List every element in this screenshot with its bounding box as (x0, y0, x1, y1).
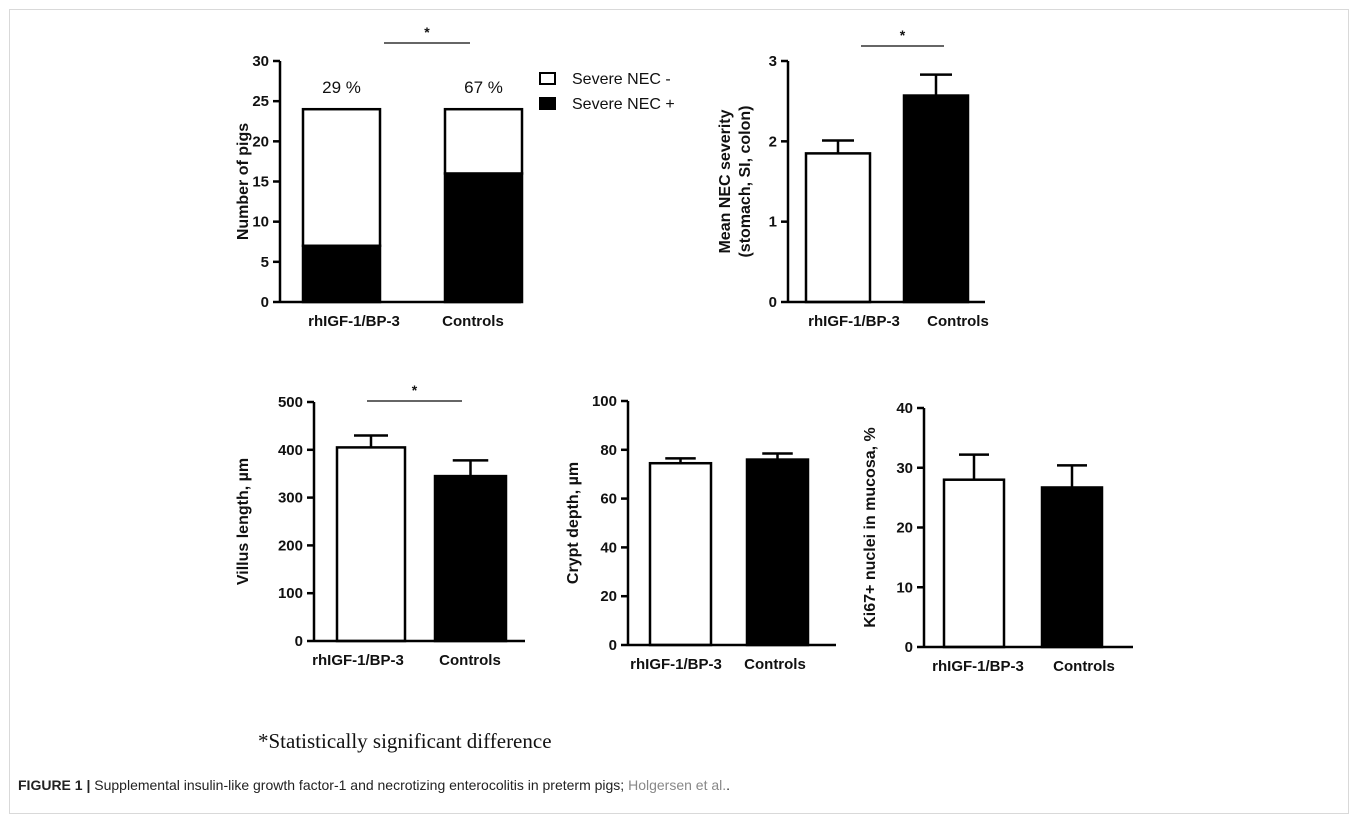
chart-crypt-y-tick-label-60: 60 (600, 491, 617, 508)
chart-pigs-y-tick-label-0: 0 (261, 294, 269, 311)
chart-villus-bar-2 (433, 474, 508, 643)
chart-pigs-legend-swatch-2 (539, 97, 556, 110)
chart-pigs-y-tick-label-5: 5 (261, 254, 269, 271)
chart-pigs-y-tick-label-30: 30 (252, 53, 269, 70)
chart-nec-severity-y-tick-label-3: 3 (769, 53, 777, 70)
chart-villus-y-tick-label-100: 100 (278, 585, 303, 602)
chart-villus-y-tick-label-400: 400 (278, 442, 303, 459)
chart-nec-severity-significance-star: * (900, 27, 906, 43)
chart-villus-y-axis-label: Villus length, µm (235, 458, 252, 585)
figure-caption-end: . (726, 777, 731, 793)
chart-crypt-y-tick-label-100: 100 (592, 393, 617, 410)
chart-ki67-bar-1 (942, 478, 1006, 649)
chart-nec-severity-y-axis-label-line-1: Mean NEC severity (717, 109, 734, 253)
chart-nec-severity-bar-1 (804, 152, 872, 304)
chart-pigs-bar-nec-pos-2 (443, 172, 524, 304)
chart-ki67-y-tick-label-0: 0 (905, 639, 913, 656)
chart-ki67-category-label-2: Controls (1053, 658, 1115, 675)
chart-nec-severity-y-tick-label-2: 2 (769, 133, 777, 150)
chart-ki67-y-axis-label: Ki67+ nuclei in mucosa, % (862, 427, 879, 628)
chart-villus-y-tick-label-0: 0 (295, 633, 303, 650)
footnote: *Statistically significant difference (258, 729, 552, 753)
chart-crypt-y-axis-label: Crypt depth, µm (565, 462, 582, 584)
chart-pigs-legend-label-2: Severe NEC + (572, 96, 675, 113)
chart-villus-category-label-1: rhIGF-1/BP-3 (312, 652, 404, 669)
chart-nec-severity-bar-2 (902, 94, 970, 304)
chart-pigs-y-tick-label-10: 10 (252, 214, 269, 231)
chart-pigs-y-tick-label-25: 25 (252, 93, 269, 110)
chart-ki67-category-label-1: rhIGF-1/BP-3 (932, 658, 1024, 675)
chart-villus-y-tick-label-500: 500 (278, 394, 303, 411)
chart-villus-bar-1 (335, 446, 407, 643)
figure-frame (9, 9, 1349, 814)
chart-crypt-y-tick-label-40: 40 (600, 539, 617, 556)
chart-pigs-percent-label-1: 29 % (322, 78, 361, 97)
chart-pigs-bar-nec-pos-1 (301, 244, 382, 304)
chart-pigs-significance-star: * (424, 24, 430, 40)
chart-crypt-category-label-1: rhIGF-1/BP-3 (630, 656, 722, 673)
chart-pigs-category-label-1: rhIGF-1/BP-3 (308, 313, 400, 330)
chart-ki67-y-tick-label-10: 10 (896, 579, 913, 596)
chart-crypt-y-tick-label-0: 0 (609, 637, 617, 654)
chart-crypt-bar-1 (648, 461, 713, 647)
chart-pigs-category-label-2: Controls (442, 313, 504, 330)
chart-pigs-bar-nec-neg-2 (443, 107, 524, 175)
chart-villus-category-label-2: Controls (439, 652, 501, 669)
chart-crypt-category-label-2: Controls (744, 656, 806, 673)
chart-villus-y-tick-label-200: 200 (278, 537, 303, 554)
chart-nec-severity-y-tick-label-1: 1 (769, 214, 777, 231)
chart-pigs-y-tick-label-20: 20 (252, 133, 269, 150)
chart-ki67-y-tick-label-30: 30 (896, 460, 913, 477)
chart-nec-severity-y-tick-label-0: 0 (769, 294, 777, 311)
chart-pigs-y-axis-label: Number of pigs (235, 123, 252, 240)
chart-crypt-y-tick-label-20: 20 (600, 588, 617, 605)
chart-villus-significance-star: * (412, 382, 418, 398)
chart-nec-severity-y-axis-label-line-2: (stomach, SI, colon) (737, 105, 754, 257)
chart-ki67-bar-2 (1040, 486, 1104, 649)
chart-pigs-legend-label-1: Severe NEC - (572, 71, 671, 88)
chart-pigs-percent-label-2: 67 % (464, 78, 503, 97)
figure-caption: FIGURE 1 | Supplemental insulin-like gro… (18, 777, 730, 793)
figure-label: FIGURE 1 | (18, 777, 91, 793)
chart-pigs-bar-nec-neg-1 (301, 107, 382, 248)
chart-crypt-y-tick-label-80: 80 (600, 442, 617, 459)
chart-nec-severity-category-label-2: Controls (927, 313, 989, 330)
chart-nec-severity-category-label-1: rhIGF-1/BP-3 (808, 313, 900, 330)
chart-pigs-legend-swatch-1 (539, 72, 556, 85)
figure-authors: Holgersen et al. (628, 777, 727, 793)
chart-villus-y-tick-label-300: 300 (278, 490, 303, 507)
chart-ki67-y-tick-label-20: 20 (896, 520, 913, 537)
chart-ki67-y-tick-label-40: 40 (896, 400, 913, 417)
figure-caption-text: Supplemental insulin-like growth factor-… (90, 777, 629, 793)
chart-pigs-y-tick-label-15: 15 (252, 174, 269, 191)
chart-crypt-bar-2 (745, 458, 810, 647)
